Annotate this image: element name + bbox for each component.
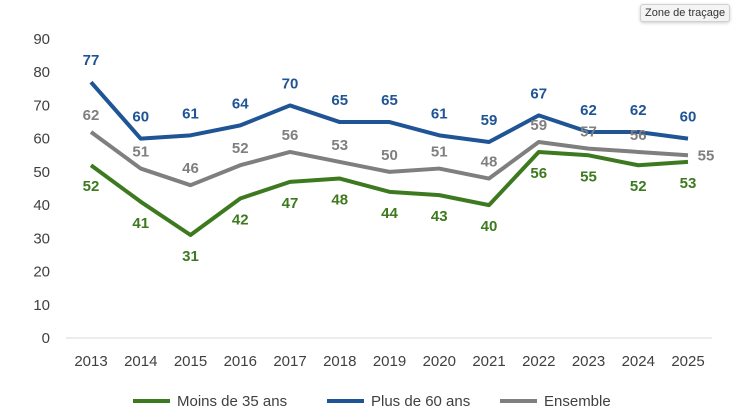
data-label: 60: [680, 109, 697, 126]
data-label: 77: [83, 52, 100, 69]
x-tick-label: 2023: [572, 353, 605, 370]
y-tick-label: 30: [33, 230, 50, 247]
series-line: [89, 130, 689, 188]
x-tick-label: 2018: [323, 353, 356, 370]
x-tick-label: 2021: [472, 353, 505, 370]
legend-label: Plus de 60 ans: [371, 393, 470, 410]
x-tick-label: 2013: [74, 353, 107, 370]
tooltip: Zone de traçage: [640, 4, 731, 22]
data-label: 51: [132, 144, 149, 161]
data-label: 55: [580, 168, 597, 185]
data-label: 60: [132, 109, 149, 126]
data-label: 59: [481, 112, 498, 129]
data-label: 61: [182, 105, 199, 122]
data-label: 59: [530, 117, 547, 134]
data-label: 56: [282, 127, 299, 144]
data-label: 52: [232, 140, 249, 157]
data-label: 43: [431, 208, 448, 225]
data-label: 40: [481, 218, 498, 235]
x-tick-label: 2022: [522, 353, 555, 370]
data-label: 70: [282, 75, 299, 92]
data-label: 51: [431, 144, 448, 161]
x-tick-label: 2014: [124, 353, 157, 370]
data-label: 46: [182, 160, 199, 177]
x-tick-label: 2015: [174, 353, 207, 370]
legend-label: Moins de 35 ans: [177, 393, 287, 410]
data-label: 52: [630, 178, 647, 195]
data-label: 48: [331, 192, 348, 209]
data-label: 64: [232, 95, 249, 112]
data-label: 52: [83, 178, 100, 195]
data-label: 53: [680, 175, 697, 192]
data-label: 67: [530, 85, 547, 102]
y-tick-label: 70: [33, 97, 50, 114]
series-line: [89, 80, 689, 144]
series-line: [89, 149, 689, 238]
data-label: 56: [530, 165, 547, 182]
data-label: 41: [132, 215, 149, 232]
x-tick-label: 2020: [423, 353, 456, 370]
data-label: 61: [431, 105, 448, 122]
y-tick-label: 60: [33, 131, 50, 148]
data-label: 65: [331, 92, 348, 109]
data-label: 57: [580, 124, 597, 141]
x-tick-label: 2025: [671, 353, 704, 370]
data-label: 47: [282, 195, 299, 212]
legend-label: Ensemble: [544, 393, 611, 410]
y-tick-label: 80: [33, 64, 50, 81]
data-label: 62: [580, 102, 597, 119]
data-label: 50: [381, 147, 398, 164]
data-label: 44: [381, 205, 398, 222]
data-label: 65: [381, 92, 398, 109]
y-tick-label: 90: [33, 31, 50, 48]
y-tick-label: 20: [33, 264, 50, 281]
data-label: 42: [232, 211, 249, 228]
data-label: 62: [83, 107, 100, 124]
data-label: 31: [182, 248, 199, 265]
y-tick-label: 50: [33, 164, 50, 181]
data-label: 55: [698, 147, 715, 164]
x-tick-label: 2024: [622, 353, 655, 370]
y-tick-label: 40: [33, 197, 50, 214]
x-tick-label: 2016: [224, 353, 257, 370]
data-label: 62: [630, 102, 647, 119]
y-tick-label: 0: [42, 330, 50, 347]
x-tick-label: 2017: [273, 353, 306, 370]
y-tick-label: 10: [33, 297, 50, 314]
data-label: 48: [481, 154, 498, 171]
x-tick-label: 2019: [373, 353, 406, 370]
data-label: 56: [630, 127, 647, 144]
data-label: 53: [331, 137, 348, 154]
